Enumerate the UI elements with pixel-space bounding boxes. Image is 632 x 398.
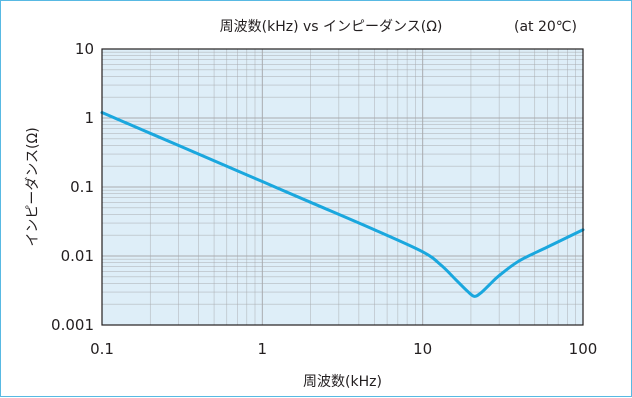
tick-labels: 0.1 1 10 100 0.001 0.01 0.1 1 10 xyxy=(51,40,597,358)
x-tick-label: 0.1 xyxy=(90,340,114,358)
y-tick-label: 0.01 xyxy=(61,247,94,265)
y-tick-label: 0.1 xyxy=(70,178,94,196)
y-axis-label: インピーダンス(Ω) xyxy=(25,127,41,246)
chart-title: 周波数(kHz) vs インピーダンス(Ω) xyxy=(220,19,443,35)
chart-subtitle: (at 20℃) xyxy=(514,19,577,35)
impedance-curve xyxy=(100,111,585,298)
x-axis-label: 周波数(kHz) xyxy=(303,374,382,390)
x-tick-label: 1 xyxy=(258,340,268,358)
x-tick-label: 10 xyxy=(413,340,432,358)
y-tick-label: 0.001 xyxy=(51,316,94,334)
y-tick-label: 10 xyxy=(75,40,94,58)
series-layer xyxy=(100,111,585,298)
y-tick-label: 1 xyxy=(84,109,94,127)
x-tick-label: 100 xyxy=(569,340,598,358)
plot-border xyxy=(101,48,584,326)
